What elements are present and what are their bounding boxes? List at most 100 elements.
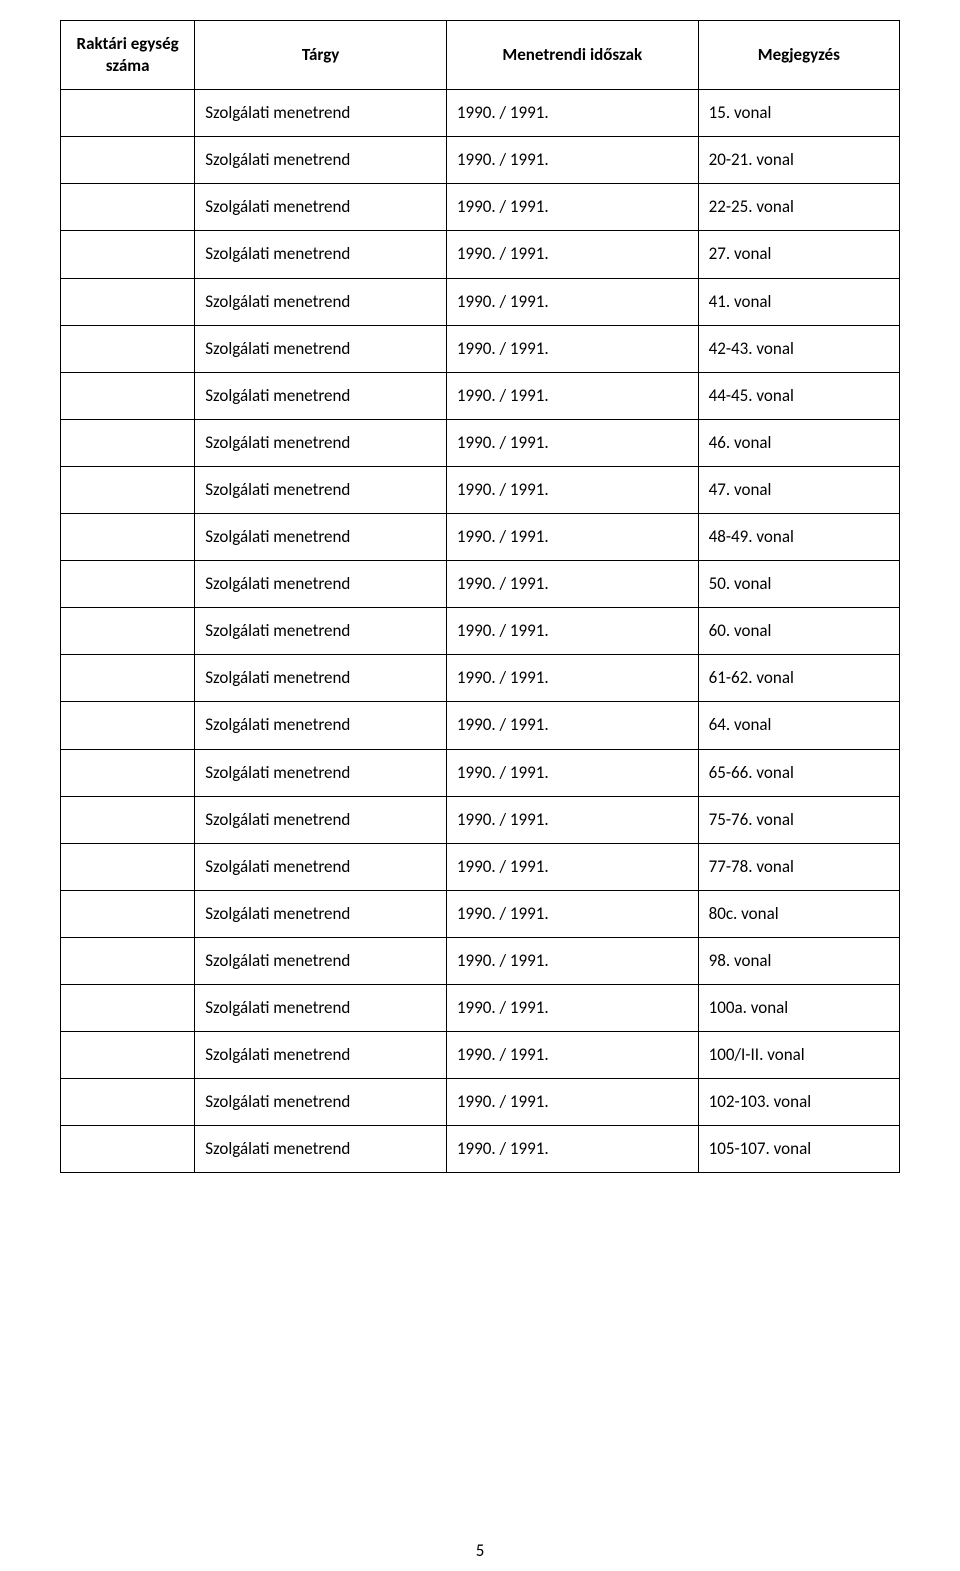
cell-megjegyzes: 65-66. vonal — [698, 749, 899, 796]
table-row: Szolgálati menetrend1990. / 1991.20-21. … — [61, 137, 900, 184]
table-row: Szolgálati menetrend1990. / 1991.50. von… — [61, 561, 900, 608]
cell-raktari — [61, 1126, 195, 1173]
cell-idoszak: 1990. / 1991. — [446, 325, 698, 372]
cell-idoszak: 1990. / 1991. — [446, 843, 698, 890]
cell-megjegyzes: 77-78. vonal — [698, 843, 899, 890]
cell-raktari — [61, 702, 195, 749]
table-row: Szolgálati menetrend1990. / 1991.98. von… — [61, 937, 900, 984]
table-row: Szolgálati menetrend1990. / 1991.64. von… — [61, 702, 900, 749]
cell-idoszak: 1990. / 1991. — [446, 1079, 698, 1126]
cell-megjegyzes: 64. vonal — [698, 702, 899, 749]
cell-raktari — [61, 1079, 195, 1126]
cell-targy: Szolgálati menetrend — [195, 325, 447, 372]
cell-raktari — [61, 514, 195, 561]
cell-targy: Szolgálati menetrend — [195, 231, 447, 278]
header-megjegyzes: Megjegyzés — [698, 21, 899, 90]
cell-megjegyzes: 27. vonal — [698, 231, 899, 278]
cell-targy: Szolgálati menetrend — [195, 466, 447, 513]
cell-megjegyzes: 42-43. vonal — [698, 325, 899, 372]
cell-idoszak: 1990. / 1991. — [446, 655, 698, 702]
table-row: Szolgálati menetrend1990. / 1991.80c. vo… — [61, 890, 900, 937]
cell-targy: Szolgálati menetrend — [195, 278, 447, 325]
cell-megjegyzes: 41. vonal — [698, 278, 899, 325]
cell-targy: Szolgálati menetrend — [195, 796, 447, 843]
cell-raktari — [61, 325, 195, 372]
cell-raktari — [61, 419, 195, 466]
cell-targy: Szolgálati menetrend — [195, 184, 447, 231]
cell-targy: Szolgálati menetrend — [195, 702, 447, 749]
cell-idoszak: 1990. / 1991. — [446, 796, 698, 843]
table-row: Szolgálati menetrend1990. / 1991.48-49. … — [61, 514, 900, 561]
cell-idoszak: 1990. / 1991. — [446, 608, 698, 655]
cell-targy: Szolgálati menetrend — [195, 514, 447, 561]
cell-targy: Szolgálati menetrend — [195, 561, 447, 608]
table-row: Szolgálati menetrend1990. / 1991.44-45. … — [61, 372, 900, 419]
cell-targy: Szolgálati menetrend — [195, 1079, 447, 1126]
cell-idoszak: 1990. / 1991. — [446, 702, 698, 749]
cell-raktari — [61, 278, 195, 325]
cell-megjegyzes: 22-25. vonal — [698, 184, 899, 231]
cell-idoszak: 1990. / 1991. — [446, 1126, 698, 1173]
cell-raktari — [61, 137, 195, 184]
cell-idoszak: 1990. / 1991. — [446, 514, 698, 561]
cell-idoszak: 1990. / 1991. — [446, 137, 698, 184]
cell-megjegyzes: 105-107. vonal — [698, 1126, 899, 1173]
table-row: Szolgálati menetrend1990. / 1991.60. von… — [61, 608, 900, 655]
table-header-row: Raktári egység száma Tárgy Menetrendi id… — [61, 21, 900, 90]
table-row: Szolgálati menetrend1990. / 1991.22-25. … — [61, 184, 900, 231]
cell-idoszak: 1990. / 1991. — [446, 419, 698, 466]
table-row: Szolgálati menetrend1990. / 1991.75-76. … — [61, 796, 900, 843]
table-row: Szolgálati menetrend1990. / 1991.100a. v… — [61, 984, 900, 1031]
table-row: Szolgálati menetrend1990. / 1991.46. von… — [61, 419, 900, 466]
cell-idoszak: 1990. / 1991. — [446, 890, 698, 937]
table-body: Szolgálati menetrend1990. / 1991.15. von… — [61, 90, 900, 1173]
table-row: Szolgálati menetrend1990. / 1991.47. von… — [61, 466, 900, 513]
page-number: 5 — [0, 1540, 960, 1561]
cell-idoszak: 1990. / 1991. — [446, 278, 698, 325]
cell-targy: Szolgálati menetrend — [195, 1126, 447, 1173]
cell-idoszak: 1990. / 1991. — [446, 984, 698, 1031]
cell-megjegyzes: 61-62. vonal — [698, 655, 899, 702]
cell-targy: Szolgálati menetrend — [195, 843, 447, 890]
cell-raktari — [61, 372, 195, 419]
table-row: Szolgálati menetrend1990. / 1991.15. von… — [61, 90, 900, 137]
cell-targy: Szolgálati menetrend — [195, 890, 447, 937]
cell-megjegyzes: 47. vonal — [698, 466, 899, 513]
cell-idoszak: 1990. / 1991. — [446, 561, 698, 608]
cell-targy: Szolgálati menetrend — [195, 984, 447, 1031]
table-row: Szolgálati menetrend1990. / 1991.42-43. … — [61, 325, 900, 372]
cell-targy: Szolgálati menetrend — [195, 419, 447, 466]
cell-targy: Szolgálati menetrend — [195, 1032, 447, 1079]
cell-targy: Szolgálati menetrend — [195, 749, 447, 796]
cell-megjegyzes: 100a. vonal — [698, 984, 899, 1031]
cell-raktari — [61, 184, 195, 231]
cell-targy: Szolgálati menetrend — [195, 608, 447, 655]
cell-megjegyzes: 46. vonal — [698, 419, 899, 466]
table-row: Szolgálati menetrend1990. / 1991.102-103… — [61, 1079, 900, 1126]
cell-idoszak: 1990. / 1991. — [446, 184, 698, 231]
cell-megjegyzes: 75-76. vonal — [698, 796, 899, 843]
cell-targy: Szolgálati menetrend — [195, 90, 447, 137]
header-idoszak: Menetrendi időszak — [446, 21, 698, 90]
cell-idoszak: 1990. / 1991. — [446, 372, 698, 419]
cell-megjegyzes: 48-49. vonal — [698, 514, 899, 561]
cell-raktari — [61, 843, 195, 890]
cell-megjegyzes: 20-21. vonal — [698, 137, 899, 184]
cell-idoszak: 1990. / 1991. — [446, 937, 698, 984]
cell-megjegyzes: 44-45. vonal — [698, 372, 899, 419]
cell-megjegyzes: 102-103. vonal — [698, 1079, 899, 1126]
table-row: Szolgálati menetrend1990. / 1991.61-62. … — [61, 655, 900, 702]
header-raktari: Raktári egység száma — [61, 21, 195, 90]
table-row: Szolgálati menetrend1990. / 1991.65-66. … — [61, 749, 900, 796]
cell-idoszak: 1990. / 1991. — [446, 231, 698, 278]
cell-raktari — [61, 90, 195, 137]
cell-raktari — [61, 890, 195, 937]
cell-idoszak: 1990. / 1991. — [446, 90, 698, 137]
cell-raktari — [61, 608, 195, 655]
cell-raktari — [61, 466, 195, 513]
cell-targy: Szolgálati menetrend — [195, 937, 447, 984]
cell-idoszak: 1990. / 1991. — [446, 1032, 698, 1079]
cell-megjegyzes: 60. vonal — [698, 608, 899, 655]
cell-raktari — [61, 231, 195, 278]
cell-raktari — [61, 937, 195, 984]
